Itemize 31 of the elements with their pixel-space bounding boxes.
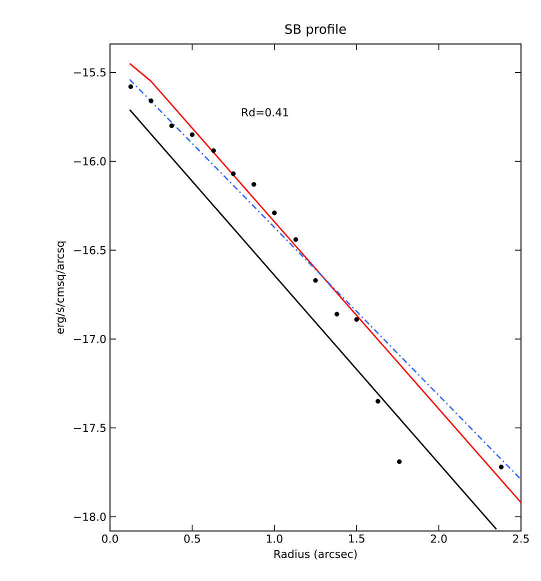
y-tick-label: −15.5 [74,68,106,77]
point [272,210,277,216]
point [376,398,380,404]
point [128,84,134,90]
y-tick-label: −17.5 [74,424,106,432]
x-tick-label: 1.0 [266,534,282,543]
y-tick-label: −18.0 [74,512,106,521]
point [313,278,318,283]
point [148,98,154,104]
point [211,148,216,154]
point [169,123,174,128]
annotation: Rd=0.41 [242,108,288,116]
y-tick-label: −16.5 [74,246,106,254]
y-tick-label: −16.0 [74,157,106,166]
point [293,237,298,242]
point [190,132,195,138]
y-axis-title: erg/s/cmsq/arcsq [56,242,66,334]
x-tick-label: 2.0 [430,534,447,543]
x-tick-label: 2.5 [513,534,529,543]
x-axis-title: Radius (arcsec) [274,550,357,560]
point [334,312,340,317]
x-tick-label: 0.5 [184,534,200,543]
x-tick-label: 1.5 [349,534,364,543]
point [230,171,236,176]
chart-title: SB profile [285,24,346,36]
point [251,182,256,187]
point [498,464,504,470]
point [396,459,402,464]
y-tick-label: −17.0 [74,334,106,344]
point [354,317,359,322]
x-tick-label: 0.0 [102,534,118,543]
